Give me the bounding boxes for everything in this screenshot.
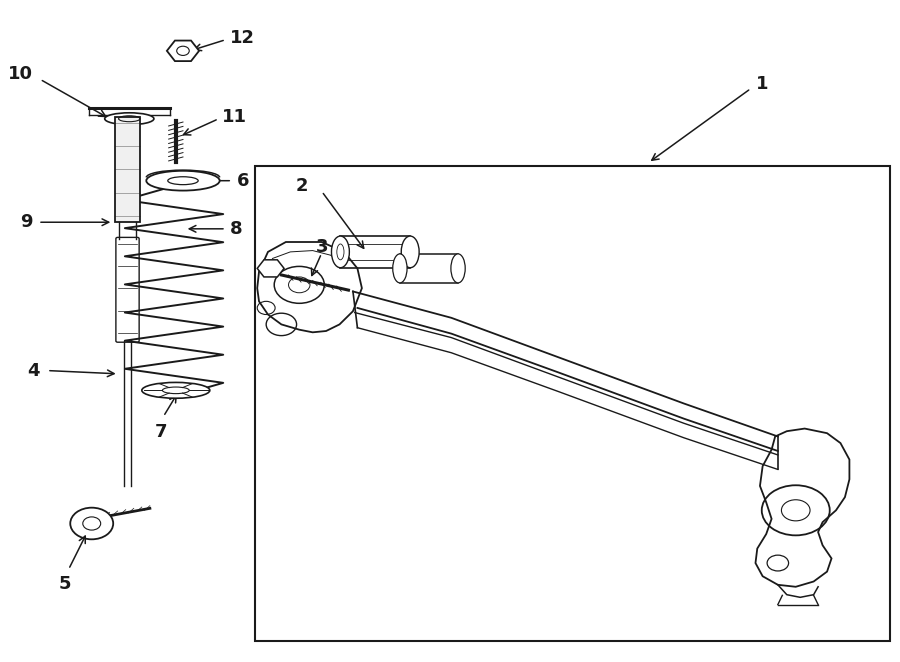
- Text: 7: 7: [155, 423, 166, 442]
- Text: 11: 11: [222, 108, 248, 126]
- Text: 9: 9: [20, 213, 32, 231]
- Text: 2: 2: [296, 177, 308, 195]
- Ellipse shape: [401, 236, 419, 267]
- Text: 8: 8: [230, 220, 242, 238]
- Ellipse shape: [104, 113, 154, 124]
- Text: 5: 5: [58, 575, 71, 593]
- Ellipse shape: [147, 171, 220, 191]
- Text: 10: 10: [8, 65, 32, 83]
- Text: 6: 6: [237, 171, 249, 190]
- Ellipse shape: [392, 254, 407, 283]
- Bar: [255, 166, 890, 641]
- Text: 3: 3: [315, 238, 328, 256]
- Circle shape: [70, 508, 113, 540]
- FancyBboxPatch shape: [115, 117, 140, 222]
- Ellipse shape: [451, 254, 465, 283]
- Text: 12: 12: [230, 28, 255, 46]
- Text: 1: 1: [755, 75, 768, 93]
- Ellipse shape: [142, 383, 210, 399]
- Ellipse shape: [331, 236, 349, 267]
- Text: 4: 4: [27, 361, 40, 379]
